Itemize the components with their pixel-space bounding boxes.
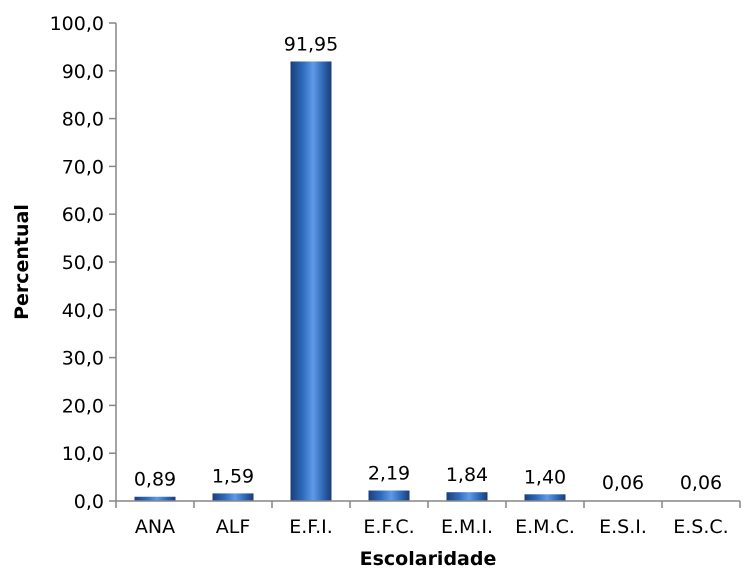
data-label: 1,40	[524, 466, 566, 488]
data-label: 1,59	[212, 465, 254, 487]
y-axis-title: Percentual	[11, 204, 33, 320]
x-tick-label: E.M.C.	[515, 516, 575, 538]
bars	[134, 61, 722, 501]
y-axis-ticks	[109, 22, 116, 502]
y-tick-label: 90,0	[62, 61, 104, 83]
bar-ana	[134, 496, 176, 501]
x-axis-tick-labels: ANA ALF E.F.I. E.F.C. E.M.I. E.M.C. E.S.I. E.S.…	[135, 516, 729, 538]
y-tick-label: 50,0	[62, 252, 104, 274]
x-tick-label: ALF	[216, 516, 251, 538]
data-label: 91,95	[284, 33, 338, 55]
y-axis-tick-labels: 0,0 10,0 20,0 30,0 40,0 50,0 60,0 70,0 80,0 90,0 1…	[50, 13, 104, 513]
y-tick-label: 10,0	[62, 443, 104, 465]
y-tick-label: 20,0	[62, 395, 104, 417]
bar-emi	[446, 492, 488, 501]
y-tick-label: 80,0	[62, 109, 104, 131]
data-labels: 0,89 1,59 91,95 2,19 1,84 1,40 0,06 0,06	[134, 33, 722, 494]
bar-efi	[290, 61, 332, 501]
x-tick-label: ANA	[135, 516, 175, 538]
y-tick-label: 100,0	[50, 13, 104, 35]
y-tick-label: 30,0	[62, 348, 104, 370]
y-tick-label: 0,0	[74, 491, 104, 513]
x-tick-label: E.F.I.	[289, 516, 333, 538]
x-tick-label: E.F.C.	[363, 516, 414, 538]
bar-emc	[524, 494, 566, 501]
data-label: 0,06	[680, 472, 722, 494]
y-tick-label: 70,0	[62, 156, 104, 178]
data-label: 0,06	[602, 472, 644, 494]
y-tick-label: 40,0	[62, 300, 104, 322]
data-label: 0,89	[134, 469, 176, 491]
x-tick-label: E.M.I.	[441, 516, 493, 538]
x-axis-ticks	[115, 501, 741, 508]
data-label: 1,84	[446, 464, 488, 486]
x-axis-title: Escolaridade	[360, 548, 497, 570]
bar-alf	[212, 493, 254, 501]
x-tick-label: E.S.C.	[673, 516, 728, 538]
y-tick-label: 60,0	[62, 204, 104, 226]
bar-efc	[368, 490, 410, 501]
x-tick-label: E.S.I.	[599, 516, 647, 538]
data-label: 2,19	[368, 463, 410, 485]
